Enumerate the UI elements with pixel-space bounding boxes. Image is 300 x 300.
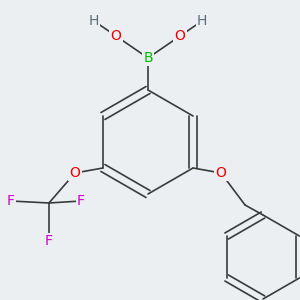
Text: F: F bbox=[77, 194, 85, 208]
Text: H: H bbox=[89, 14, 99, 28]
Text: O: O bbox=[111, 29, 122, 43]
Text: O: O bbox=[70, 166, 80, 180]
Text: B: B bbox=[143, 51, 153, 65]
Text: H: H bbox=[197, 14, 207, 28]
Text: F: F bbox=[45, 234, 53, 248]
Text: O: O bbox=[175, 29, 185, 43]
Text: F: F bbox=[7, 194, 15, 208]
Text: O: O bbox=[216, 166, 226, 180]
